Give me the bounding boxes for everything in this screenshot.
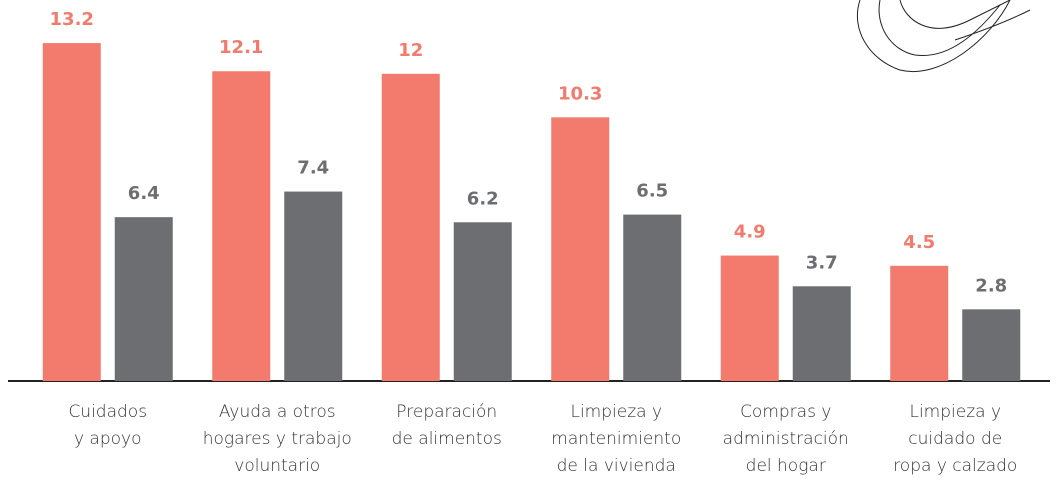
bar <box>43 43 101 381</box>
bar <box>793 286 851 381</box>
value-label: 12.1 <box>219 37 263 58</box>
decoration <box>857 0 1030 72</box>
value-label: 3.7 <box>806 252 838 273</box>
value-label: 13.2 <box>50 9 94 30</box>
bar <box>454 222 512 381</box>
chart: 13.2 6.4 12.1 7.4 12 6.2 10.3 6.5 4.9 3.7 4.5 2.8 C… <box>0 0 1058 489</box>
bar <box>212 71 270 381</box>
value-label: 6.4 <box>128 183 160 204</box>
x-tick-label: Ayuda a otros hogares y trabajo voluntar… <box>192 399 362 480</box>
value-label: 6.2 <box>467 188 499 209</box>
x-tick-label: Limpieza y cuidado de ropa y calzado <box>870 399 1040 480</box>
bar <box>962 309 1020 381</box>
x-tick-label: Cuidados y apoyo <box>23 399 193 453</box>
value-label: 10.3 <box>558 83 602 104</box>
x-tick-label: Compras y administración del hogar <box>701 399 871 480</box>
value-label: 7.4 <box>297 158 329 179</box>
value-label: 4.9 <box>734 222 766 243</box>
bar <box>382 74 440 381</box>
bar <box>721 256 779 381</box>
value-label: 4.5 <box>903 232 935 253</box>
value-label: 12 <box>398 40 423 61</box>
bar <box>115 217 173 381</box>
bar <box>890 266 948 381</box>
x-tick-label: Limpieza y mantenimiento de la vivienda <box>531 399 701 480</box>
bar <box>284 192 342 381</box>
value-label: 6.5 <box>636 181 668 202</box>
x-tick-label: Preparación de alimentos <box>362 399 532 453</box>
bar <box>623 215 681 381</box>
value-label: 2.8 <box>975 275 1007 296</box>
bar <box>551 117 609 381</box>
